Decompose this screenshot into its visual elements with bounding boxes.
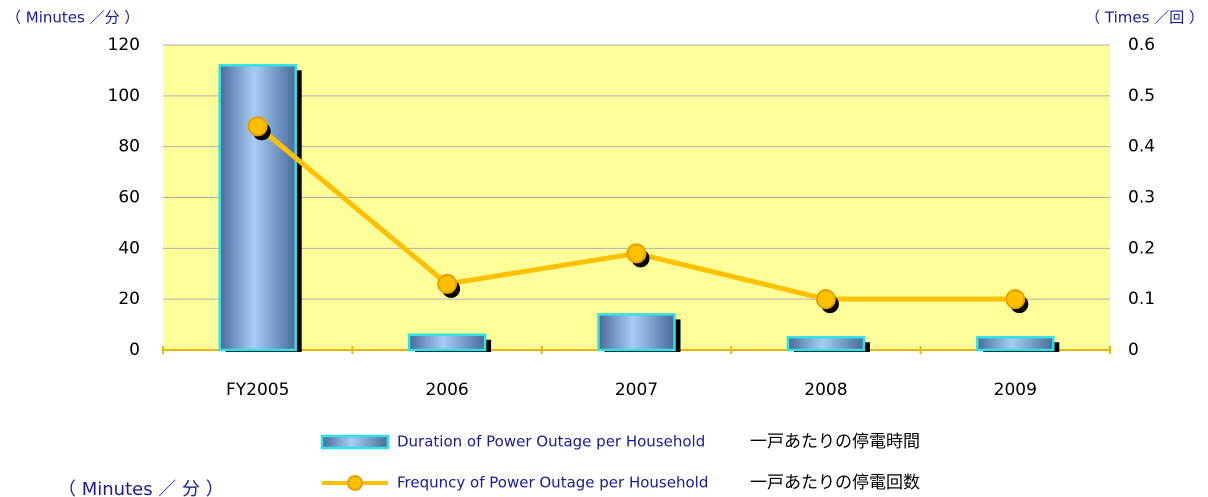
bar: [976, 336, 1055, 352]
y2-tick-label: 0.1: [1128, 289, 1155, 309]
y-tick-label: 120: [108, 35, 140, 55]
footnote: （ Minutes ／ 分 ）: [58, 479, 224, 497]
y2-tick-label: 0.6: [1128, 35, 1155, 55]
y-axis-label: （ Minutes ／分 ）: [6, 9, 139, 27]
legend-label: Duration of Power Outage per Household: [397, 433, 705, 451]
y-tick-label: 100: [108, 86, 140, 106]
bar: [786, 336, 866, 352]
y2-axis-label: （ Times ／回 ）: [1085, 9, 1204, 27]
legend-label: Frequncy of Power Outage per Household: [397, 474, 708, 492]
x-tick-label: 2006: [425, 380, 468, 400]
bar: [407, 333, 487, 352]
marker: [437, 273, 458, 294]
x-tick-label: 2007: [615, 380, 658, 400]
marker: [815, 289, 836, 310]
y2-tick-label: 0.3: [1128, 188, 1155, 208]
x-tick-label: 2008: [804, 380, 847, 400]
legend-bar: [320, 434, 390, 450]
x-tick-label: 2009: [994, 380, 1037, 400]
y-tick-label: 0: [129, 340, 140, 360]
marker: [1005, 289, 1026, 310]
y-tick-label: 80: [118, 137, 140, 157]
y-tick-label: 20: [118, 289, 140, 309]
y2-tick-label: 0.4: [1128, 137, 1155, 157]
x-tick-label: FY2005: [226, 380, 289, 400]
legend-marker: [347, 475, 363, 491]
marker: [626, 243, 647, 264]
y2-tick-label: 0: [1128, 340, 1139, 360]
y-tick-label: 40: [118, 238, 140, 258]
legend-label-ja: 一戸あたりの停電回数: [750, 473, 920, 493]
bar: [218, 64, 297, 352]
bar: [597, 313, 676, 352]
y2-tick-label: 0.2: [1128, 238, 1155, 258]
y2-tick-label: 0.5: [1128, 86, 1155, 106]
legend-label-ja: 一戸あたりの停電時間: [750, 432, 920, 452]
marker: [247, 116, 268, 137]
y-tick-label: 60: [118, 188, 140, 208]
